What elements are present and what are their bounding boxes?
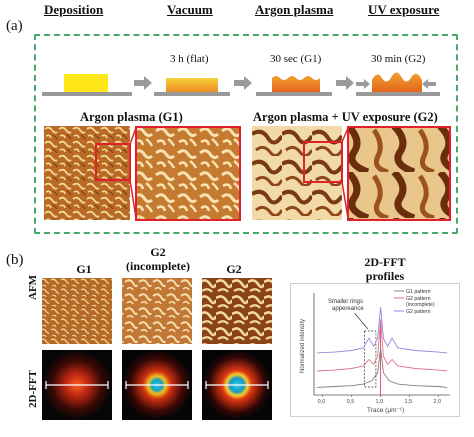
legend-label: G2 pattern bbox=[406, 309, 431, 315]
legend-label: (incomplete) bbox=[406, 302, 435, 308]
x-tick-label: 1,0 bbox=[376, 399, 384, 405]
annotation-line-2: appereance bbox=[332, 306, 364, 312]
legend-label: G2 pattern bbox=[406, 296, 431, 302]
afm-g1-overview bbox=[44, 126, 130, 220]
chart-xlabel: Trace (μm⁻¹) bbox=[367, 407, 404, 414]
series-line-1 bbox=[316, 319, 448, 372]
condition-argon: 30 sec (G1) bbox=[270, 53, 322, 65]
chart-axes bbox=[313, 293, 450, 396]
afm-row bbox=[42, 278, 272, 344]
step-deposition: Deposition bbox=[44, 2, 104, 17]
afm-g1 bbox=[42, 278, 112, 344]
plot-area: 0,0 0,5 1,0 1,5 2,0 bbox=[313, 293, 450, 405]
afm-g1-zoom bbox=[135, 126, 241, 221]
afm-g2-incomplete bbox=[122, 278, 192, 344]
step-vacuum: Vacuum bbox=[167, 2, 213, 17]
vacuum-film bbox=[166, 78, 218, 92]
step-argon-plasma: Argon plasma bbox=[255, 2, 334, 17]
step-uv-exposure: UV exposure bbox=[368, 2, 440, 17]
annotation-arrow-icon bbox=[354, 312, 369, 330]
process-box bbox=[34, 34, 458, 234]
afm-g2-images bbox=[252, 126, 451, 221]
legend-label: G1 pattern bbox=[406, 289, 431, 295]
label-argon-g1: Argon plasma (G1) bbox=[80, 110, 183, 124]
chart-ylabel: Normalized intensity bbox=[300, 319, 306, 373]
process-schematic bbox=[42, 72, 440, 96]
afm-g2-zoom bbox=[347, 126, 451, 221]
afm-g2 bbox=[202, 278, 272, 344]
row-label-fft: 2D-FFT bbox=[27, 370, 39, 408]
fft-trace-lines bbox=[45, 381, 269, 389]
col-label-g2: G2 bbox=[226, 262, 242, 276]
fft-row bbox=[42, 350, 272, 420]
profiles-title-text: 2D-FFT profiles bbox=[364, 255, 406, 283]
compress-arrow-left-icon bbox=[356, 79, 370, 89]
series-line-0 bbox=[316, 347, 448, 388]
uv-film bbox=[372, 72, 422, 92]
x-tick-label: 0,0 bbox=[318, 399, 326, 405]
deposition-film bbox=[64, 74, 108, 92]
afm-g2-overview bbox=[252, 126, 342, 220]
profiles-chart: 0,0 0,5 1,0 1,5 2,0 Normalized intensity Tra… bbox=[290, 283, 460, 417]
argon-film bbox=[272, 76, 320, 92]
compress-arrow-right-icon bbox=[422, 79, 436, 89]
arrow-icon bbox=[134, 76, 354, 90]
panel-a-label: (a) bbox=[6, 18, 23, 34]
condition-uv: 30 min (G2) bbox=[371, 53, 426, 65]
x-tick-label: 1,5 bbox=[404, 399, 412, 405]
col-label-g2-incomplete-text: G2 (incomplete) bbox=[126, 245, 190, 273]
row-label-afm: AFM bbox=[27, 274, 39, 300]
col-label-g2-incomplete: G2 (incomplete) bbox=[120, 245, 196, 273]
profiles-title: 2D-FFT profiles bbox=[330, 255, 440, 283]
x-tick-label: 2,0 bbox=[433, 399, 441, 405]
condition-vacuum: 3 h (flat) bbox=[170, 53, 209, 65]
series-line-2 bbox=[316, 306, 448, 354]
col-label-g1: G1 bbox=[76, 262, 92, 276]
x-tick-label: 0,5 bbox=[347, 399, 355, 405]
panel-b-label: (b) bbox=[6, 252, 24, 268]
chart-frame bbox=[290, 283, 460, 417]
afm-g1-images bbox=[44, 126, 241, 221]
label-argon-uv-g2: Argon plasma + UV exposure (G2) bbox=[253, 110, 438, 124]
annotation-line-1: Smaller rings bbox=[328, 299, 363, 305]
